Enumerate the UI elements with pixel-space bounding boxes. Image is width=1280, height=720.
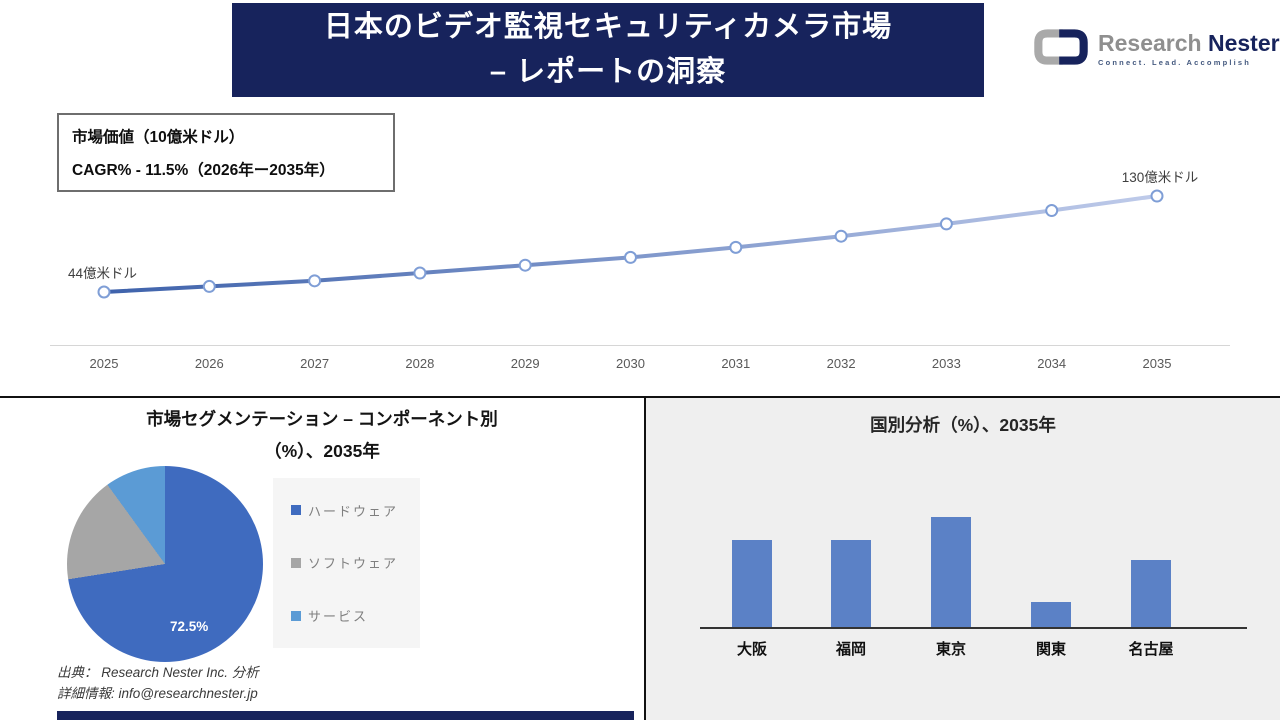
component-pie-chart: 72.5%	[67, 466, 263, 662]
title-banner: 日本のビデオ監視セキュリティカメラ市場 – レポートの洞察	[232, 3, 984, 97]
x-axis-label: 2035	[1142, 356, 1172, 371]
source-note: 出典： Research Nester Inc. 分析 詳細情報: info@r…	[57, 662, 259, 704]
bar	[831, 540, 871, 627]
x-axis-label: 2030	[616, 356, 645, 371]
bar	[1031, 602, 1071, 627]
bar-axis-line	[700, 627, 1247, 629]
data-point-marker	[1150, 189, 1164, 203]
data-point-marker	[518, 258, 532, 272]
market-value-label: 市場価値（10億米ドル）	[72, 129, 245, 146]
pie-slice-label: 72.5%	[170, 619, 209, 634]
segmentation-title-line1: 市場セグメンテーション – コンポーネント別	[146, 409, 498, 429]
bar-category-label: 福岡	[835, 641, 866, 658]
legend-swatch-icon	[291, 557, 301, 568]
x-axis-label: 2027	[300, 356, 330, 371]
segmentation-title-line2: （%）、2035年	[264, 441, 380, 461]
data-point-marker	[834, 229, 848, 243]
data-point-marker	[413, 266, 427, 280]
brand-name: Research Nester	[1098, 31, 1280, 55]
x-axis-label: 2031	[721, 356, 751, 371]
x-axis-line	[50, 345, 1230, 346]
bar	[931, 517, 971, 627]
market-trend-line-chart	[97, 189, 1164, 299]
legend-label: ハードウェア	[308, 503, 399, 519]
segmentation-panel: 市場セグメンテーション – コンポーネント別 （%）、2035年 72.5% ハ…	[0, 398, 644, 720]
legend-label: ソフトウェア	[308, 556, 399, 572]
trend-line	[102, 194, 1159, 294]
country-analysis-panel: 国別分析（%）、2035年 大阪 福岡 東京 関東 名古屋	[646, 398, 1280, 720]
data-point-marker	[729, 240, 743, 254]
cagr-label: CAGR% - 11.5%（2026年ー2035年）	[72, 162, 335, 179]
bar-category-label: 大阪	[736, 641, 767, 658]
brand-name-nester: Nester	[1207, 30, 1280, 56]
banner-title-line1: 日本のビデオ監視セキュリティカメラ市場	[323, 11, 893, 43]
source-note-line2: 詳細情報: info@researchnester.jp	[57, 686, 258, 701]
x-axis-tick-labels: 2025 2026 2027 2028 2029 2030 2031 2032 2033 2034…	[0, 356, 1280, 376]
x-axis-label: 2034	[1037, 356, 1067, 371]
x-axis-label: 2028	[405, 356, 435, 371]
data-point-marker	[202, 279, 216, 293]
legend-item: ソフトウェア	[291, 553, 420, 572]
banner-title-line2: – レポートの洞察	[489, 56, 727, 88]
x-axis-label: 2033	[931, 356, 961, 371]
bar-category-label: 関東	[1035, 641, 1066, 658]
data-point-marker	[308, 274, 322, 288]
brand-text: Research Nester Connect. Lead. Accomplis…	[1098, 31, 1280, 67]
source-note-line1: 出典： Research Nester Inc. 分析	[57, 665, 259, 680]
bar	[732, 540, 772, 627]
brand-tagline: Connect. Lead. Accomplish	[1098, 58, 1252, 67]
data-point-marker	[624, 250, 637, 264]
bar-category-label: 名古屋	[1128, 641, 1174, 658]
country-analysis-title: 国別分析（%）、2035年	[870, 415, 1056, 435]
legend-item: サービス	[291, 606, 420, 625]
legend-swatch-icon	[291, 610, 301, 621]
data-point-marker	[97, 285, 111, 299]
line-start-value-label: 44億米ドル	[68, 266, 138, 281]
bar-category-label: 東京	[935, 641, 966, 658]
x-axis-label: 2032	[826, 356, 856, 371]
pie-legend: ハードウェア ソフトウェア サービス	[273, 478, 420, 648]
legend-item: ハードウェア	[291, 501, 420, 520]
market-value-box: 市場価値（10億米ドル） CAGR% - 11.5%（2026年ー2035年）	[57, 113, 395, 192]
data-point-marker	[939, 217, 953, 231]
line-end-value-label: 130億米ドル	[1121, 170, 1199, 185]
data-point-marker	[1045, 204, 1059, 218]
vertical-divider	[644, 396, 646, 720]
chain-link-icon	[1032, 25, 1090, 74]
brand-name-research: Research	[1098, 30, 1202, 56]
legend-swatch-icon	[291, 505, 301, 516]
legend-label: サービス	[308, 609, 369, 625]
x-axis-label: 2029	[510, 356, 540, 371]
horizontal-divider	[0, 396, 1280, 398]
bar	[1131, 560, 1171, 627]
x-axis-label: 2026	[194, 356, 224, 371]
x-axis-label: 2025	[89, 356, 119, 371]
brand-logo: Research Nester Connect. Lead. Accomplis…	[1032, 20, 1280, 78]
footer-accent-bar	[57, 711, 634, 720]
